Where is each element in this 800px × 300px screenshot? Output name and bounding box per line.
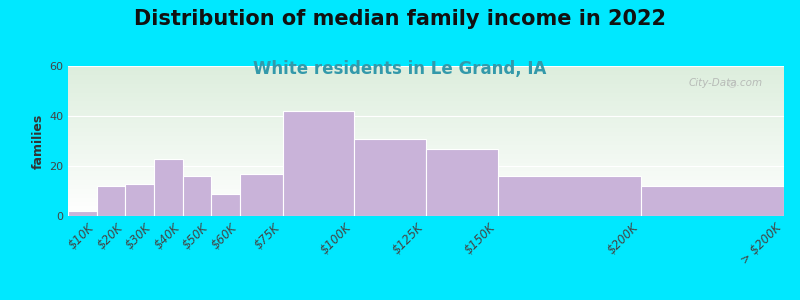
Bar <box>354 139 426 216</box>
Bar <box>641 186 784 216</box>
Bar <box>126 184 154 216</box>
Bar <box>498 176 641 216</box>
Bar <box>426 148 498 216</box>
Text: White residents in Le Grand, IA: White residents in Le Grand, IA <box>254 60 546 78</box>
Text: Distribution of median family income in 2022: Distribution of median family income in … <box>134 9 666 29</box>
Y-axis label: families: families <box>32 113 45 169</box>
Bar <box>240 173 283 216</box>
Bar <box>154 158 182 216</box>
Bar <box>68 211 97 216</box>
Bar <box>97 186 126 216</box>
Bar <box>182 176 211 216</box>
Text: ⊙: ⊙ <box>727 78 738 91</box>
Text: City-Data.com: City-Data.com <box>688 78 762 88</box>
Bar <box>282 111 354 216</box>
Bar <box>211 194 240 216</box>
